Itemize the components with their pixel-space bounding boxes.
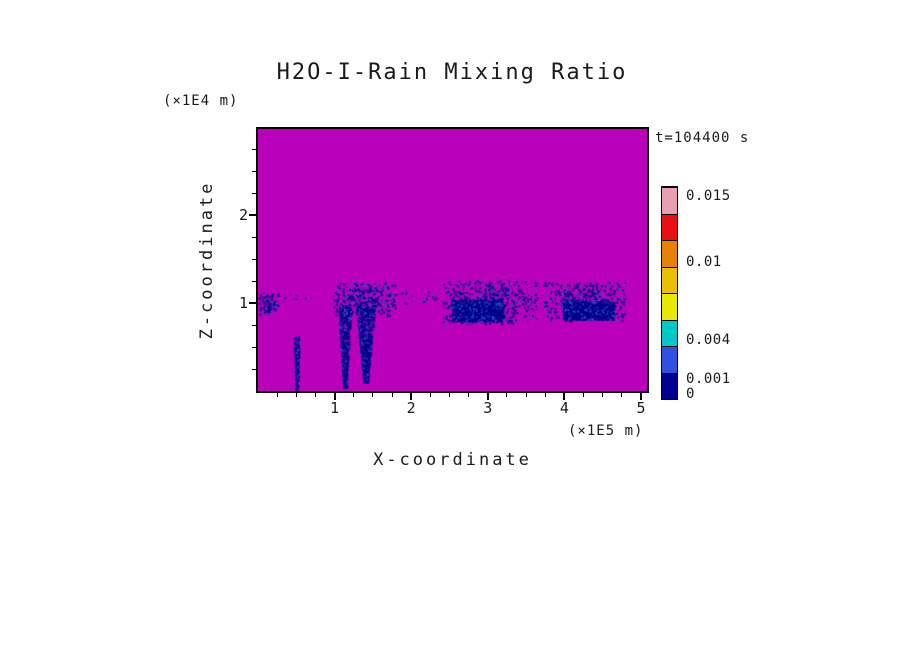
z-axis-unit-label: (×1E4 m) <box>163 93 239 109</box>
z-minor-tick <box>252 192 256 194</box>
x-axis-title: X-coordinate <box>373 450 532 470</box>
x-major-tick <box>640 393 642 400</box>
x-minor-tick <box>583 393 585 397</box>
z-minor-tick <box>252 148 256 150</box>
x-minor-tick <box>391 393 393 397</box>
colorbar-label: 0.015 <box>686 187 731 204</box>
x-tick-label: 2 <box>406 399 416 417</box>
x-minor-tick <box>372 393 374 397</box>
z-minor-tick <box>252 324 256 326</box>
z-tick-label: 2 <box>238 206 248 224</box>
x-axis-unit-label: (×1E5 m) <box>568 423 644 439</box>
x-minor-tick <box>353 393 355 397</box>
x-minor-tick <box>506 393 508 397</box>
colorbar-label: 0.001 <box>686 370 731 387</box>
z-minor-tick <box>252 280 256 282</box>
x-tick-label: 5 <box>636 399 646 417</box>
x-tick-label: 4 <box>559 399 569 417</box>
colorbar-segment <box>662 187 677 214</box>
x-minor-tick <box>449 393 450 397</box>
x-tick-label: 1 <box>330 399 340 417</box>
colorbar-label: 0.004 <box>686 332 731 349</box>
colorbar-segment <box>662 346 677 373</box>
x-minor-tick <box>468 393 470 397</box>
colorbar-segment <box>662 266 677 293</box>
rain-field-canvas <box>258 129 647 391</box>
x-minor-tick <box>602 393 604 397</box>
colorbar-segment <box>662 372 677 399</box>
colorbar-segment <box>662 240 677 267</box>
z-major-tick <box>249 214 256 216</box>
z-minor-tick <box>252 170 256 172</box>
x-minor-tick <box>295 393 297 397</box>
time-annotation: t=104400 s <box>655 130 750 146</box>
x-minor-tick <box>544 393 546 397</box>
z-minor-tick <box>252 258 256 260</box>
colorbar <box>661 186 678 400</box>
plot-area <box>256 127 649 393</box>
x-minor-tick <box>525 393 527 397</box>
colorbar-label: 0 <box>686 385 695 402</box>
z-minor-tick <box>252 236 256 238</box>
colorbar-segment <box>662 319 677 346</box>
chart-title: H2O-I-Rain Mixing Ratio <box>276 60 628 85</box>
z-major-tick <box>249 302 256 304</box>
x-minor-tick <box>276 393 278 397</box>
x-minor-tick <box>314 393 316 397</box>
x-major-tick <box>563 393 566 400</box>
z-axis-title: Z-coordinate <box>197 180 217 340</box>
colorbar-label: 0.01 <box>686 253 722 270</box>
colorbar-segment <box>662 213 677 240</box>
x-major-tick <box>333 393 336 400</box>
z-minor-tick <box>252 368 256 370</box>
colorbar-segment <box>662 293 677 320</box>
x-major-tick <box>486 393 489 400</box>
z-tick-label: 1 <box>238 294 248 312</box>
x-major-tick <box>410 393 413 400</box>
z-minor-tick <box>252 346 256 348</box>
x-minor-tick <box>621 393 623 397</box>
x-minor-tick <box>429 393 431 397</box>
x-tick-label: 3 <box>483 399 493 417</box>
